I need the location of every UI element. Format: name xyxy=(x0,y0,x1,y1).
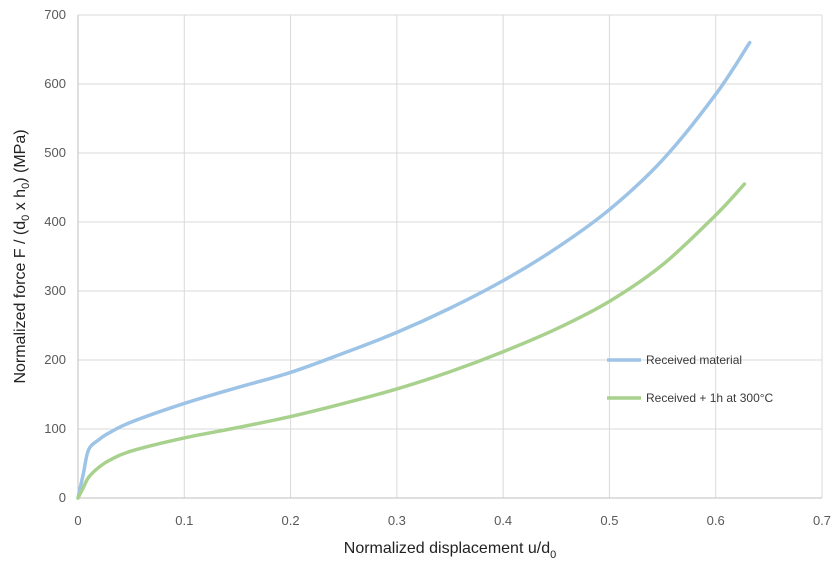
x-tick-label-1: 0.1 xyxy=(175,513,193,528)
x-tick-label-3: 0.3 xyxy=(388,513,406,528)
series-line-1 xyxy=(76,182,747,500)
y-tick-label-4: 400 xyxy=(44,214,66,229)
x-axis-title-subscript: 0 xyxy=(550,549,556,561)
x-axis-title-main: Normalized displacement u/d xyxy=(344,540,550,557)
x-tick-label-4: 0.4 xyxy=(494,513,512,528)
x-tick-label-2: 0.2 xyxy=(282,513,300,528)
x-axis-title: Normalized displacement u/d0 xyxy=(344,540,556,561)
y-tick-label-7: 700 xyxy=(44,7,66,22)
legend-label-1: Received + 1h at 300°C xyxy=(646,391,774,405)
y-tick-label-5: 500 xyxy=(44,145,66,160)
tick-labels: 0 100 200 300 400 500 600 700 0 0.1 0.2 0.3 0.4 0.5 0.… xyxy=(44,7,831,528)
y-tick-label-6: 600 xyxy=(44,76,66,91)
y-tick-label-0: 0 xyxy=(59,490,66,505)
y-axis-title-part-1: 0 xyxy=(20,215,32,221)
y-axis-title: Normalized force F / (d0 x h0) (MPa) xyxy=(12,129,32,383)
x-tick-label-0: 0 xyxy=(74,513,81,528)
legend: Received material Received + 1h at 300°C xyxy=(607,353,774,405)
x-tick-label-7: 0.7 xyxy=(813,513,831,528)
y-tick-label-2: 200 xyxy=(44,352,66,367)
legend-label-0: Received material xyxy=(646,353,742,367)
y-axis-title-part-3: 0 xyxy=(20,183,32,189)
y-axis-title-part-4: ) (MPa) xyxy=(12,129,29,182)
x-tick-label-5: 0.5 xyxy=(600,513,618,528)
y-tick-label-1: 100 xyxy=(44,421,66,436)
x-tick-label-6: 0.6 xyxy=(707,513,725,528)
y-axis-title-part-2: x h xyxy=(12,189,29,215)
grid-lines xyxy=(78,14,823,498)
axes xyxy=(77,15,822,499)
y-tick-label-3: 300 xyxy=(44,283,66,298)
y-axis-title-part-0: Normalized force F / (d xyxy=(12,221,29,384)
series-line-0 xyxy=(76,40,752,500)
series-layer xyxy=(76,40,752,500)
